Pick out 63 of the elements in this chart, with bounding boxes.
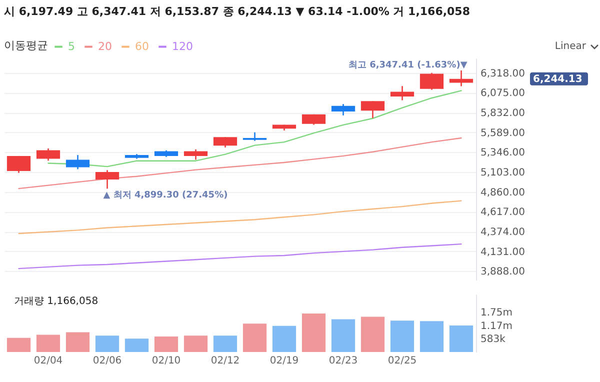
legend-label: 60 xyxy=(135,40,149,53)
candlestick xyxy=(66,154,90,170)
candlestick xyxy=(420,72,444,90)
bar xyxy=(420,321,444,352)
y-tick-label: 1.75m xyxy=(480,308,513,319)
chart-title: 시 6,197.49 고 6,347.41 저 6,153.87 종 6,244.13 ▼ 63.14 -1.00% 거 1,166,058 xyxy=(4,5,470,18)
y-tick-label: 5,346.00 xyxy=(480,148,526,159)
bar xyxy=(6,338,31,352)
bar xyxy=(242,324,267,352)
bar xyxy=(449,325,474,352)
x-tick-label: 02/12 xyxy=(210,356,240,366)
y-tick-label: 583k xyxy=(480,334,506,346)
y-tick-label: 5,589.00 xyxy=(480,128,526,139)
text: Linear xyxy=(554,41,587,52)
y-tick-label: 6,075.00 xyxy=(480,88,526,100)
bar xyxy=(331,319,356,352)
y-tick-label: 6,318.00 xyxy=(480,68,526,80)
line-series xyxy=(18,200,462,234)
y-tick-label: 4,131.00 xyxy=(480,246,526,258)
bar xyxy=(360,316,385,352)
candlestick xyxy=(213,136,238,148)
y-tick-label: 1.17m xyxy=(480,320,513,332)
y-tick-label: 4,860.00 xyxy=(480,187,526,198)
x-tick-label: 02/06 xyxy=(92,356,122,366)
bar xyxy=(124,338,149,352)
x-tick-label: 02/25 xyxy=(388,356,417,366)
annotation: ▲ 최저 4,899.30 (27.45%) xyxy=(103,190,228,201)
annotation: 최고 6,347.41 (-1.63%)▼ xyxy=(348,60,468,70)
bar xyxy=(184,336,208,352)
y-tick-label: 5,103.00 xyxy=(480,168,526,179)
legend-label: 120 xyxy=(172,40,193,53)
candlestick xyxy=(360,100,385,119)
candlestick xyxy=(36,148,60,162)
y-tick-label: 3,888.00 xyxy=(480,266,526,278)
bar xyxy=(390,320,414,352)
x-tick-label: 02/23 xyxy=(328,356,358,366)
y-tick-label: 5,832.00 xyxy=(480,108,526,120)
candlestick xyxy=(184,148,208,160)
bar xyxy=(302,314,326,352)
bar xyxy=(95,336,120,352)
chart-title: 거래량 1,166,058 xyxy=(14,296,98,307)
bar xyxy=(213,336,238,352)
x-tick-label: 02/10 xyxy=(152,356,181,366)
line-series xyxy=(18,137,462,190)
legend-title: 이동평균 xyxy=(4,39,48,52)
x-tick-label: 02/04 xyxy=(34,356,63,366)
legend-label: 20 xyxy=(98,40,112,53)
bar xyxy=(66,332,90,352)
line-series xyxy=(48,90,462,168)
candlestick xyxy=(331,103,356,116)
candlestick xyxy=(449,70,474,87)
y-tick-label: 4,617.00 xyxy=(480,207,526,218)
y-tick-label: 4,374.00 xyxy=(480,227,526,238)
bar xyxy=(272,326,296,352)
candlestick xyxy=(390,85,414,101)
line-series xyxy=(18,243,462,270)
candlestick xyxy=(95,169,120,190)
candlestick xyxy=(6,155,31,174)
legend-label: 5 xyxy=(68,40,75,53)
bar xyxy=(36,334,60,352)
text: 6,244.13 xyxy=(533,74,582,85)
x-tick-label: 02/19 xyxy=(270,356,299,366)
bar xyxy=(154,336,178,352)
